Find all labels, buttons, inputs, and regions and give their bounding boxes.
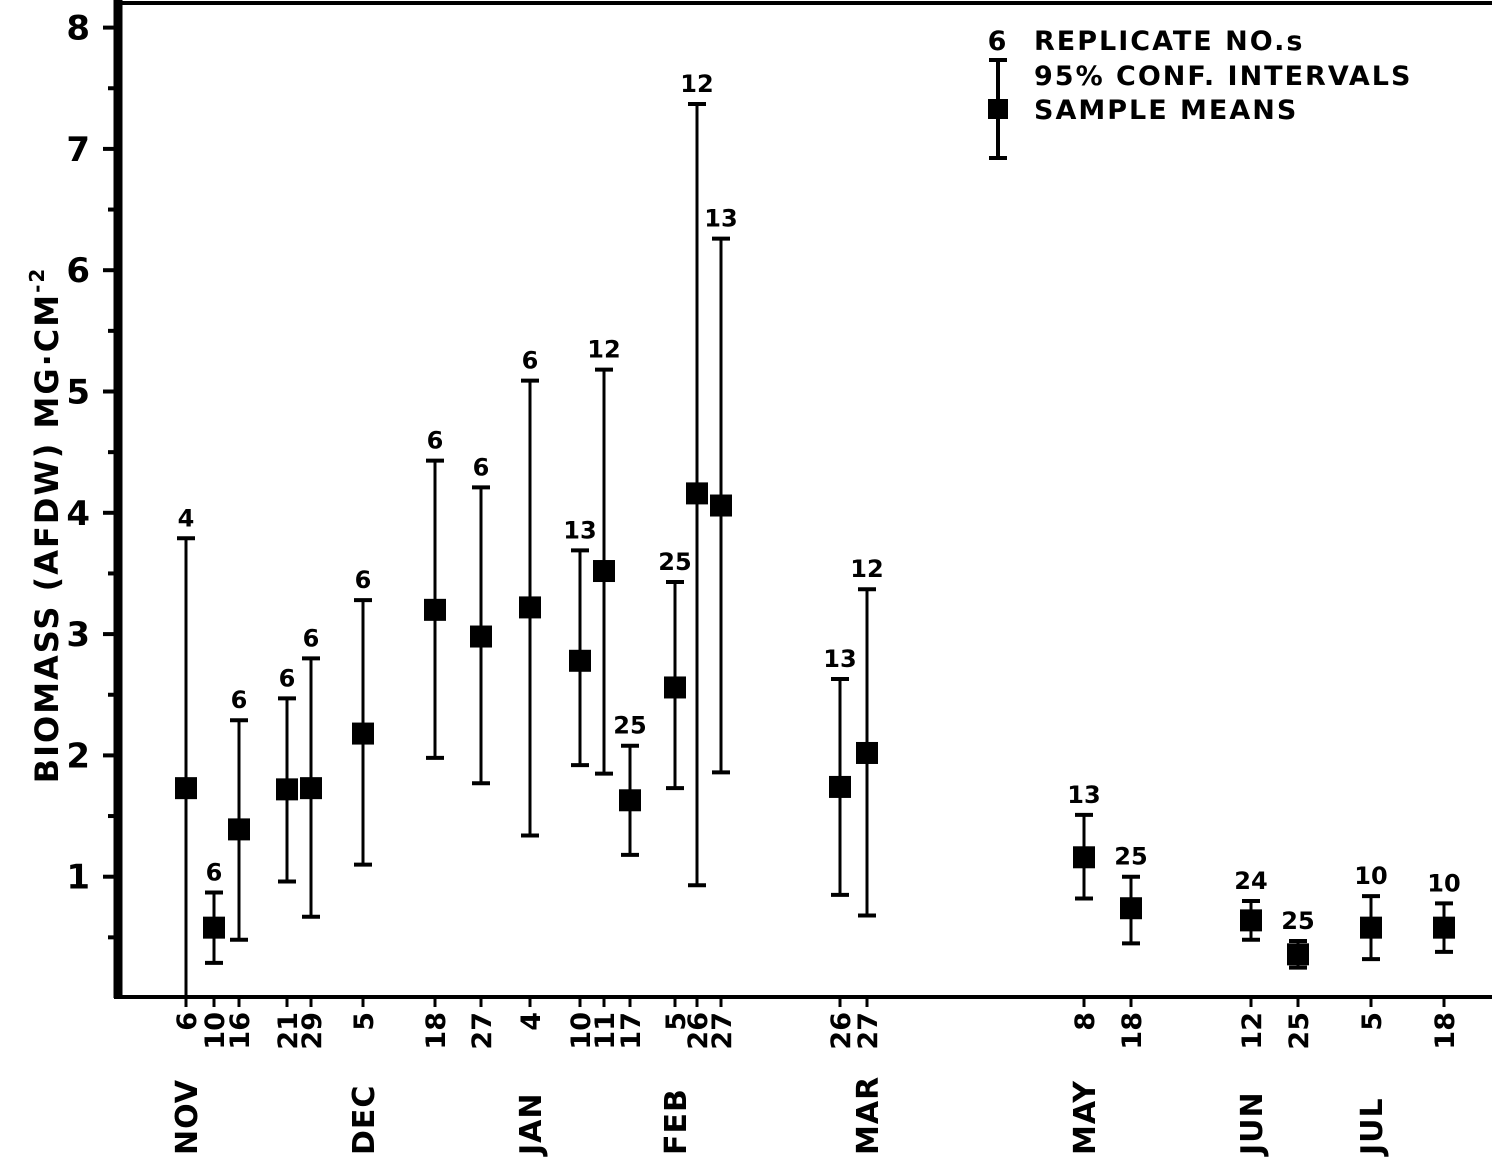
replicate-count: 25: [1114, 843, 1147, 871]
mean-marker: [1120, 897, 1142, 920]
replicate-count: 6: [427, 427, 444, 455]
month-label: FEB: [659, 1088, 694, 1155]
mean-marker: [664, 676, 686, 699]
y-axis-label-superscript: -2: [25, 267, 49, 293]
mean-marker: [569, 649, 591, 672]
y-tick-label: 6: [66, 251, 90, 291]
legend-mean-text: SAMPLE MEANS: [1034, 95, 1298, 126]
y-axis-label: BIOMASS (AFDW) MG·CM-2: [25, 267, 66, 784]
mean-marker: [519, 596, 541, 619]
mean-marker: [1433, 916, 1455, 939]
y-tick-label: 2: [66, 736, 90, 776]
replicate-count: 10: [1354, 862, 1387, 890]
x-tick-label: 27: [467, 1012, 498, 1050]
replicate-count: 6: [206, 858, 223, 886]
x-tick-label: 21: [273, 1012, 304, 1050]
y-tick-label: 8: [66, 9, 90, 49]
mean-marker: [175, 777, 197, 800]
month-label: JUN: [1235, 1091, 1270, 1157]
month-labels: NOV DEC JAN FEB MAR MAY JUN JUL: [170, 1076, 1390, 1157]
legend-count-text: REPLICATE NO.s: [1034, 26, 1304, 57]
mean-marker: [228, 818, 250, 841]
y-ticks: 1 2 3 4 5 6 7 8: [66, 9, 118, 940]
x-tick-label: 10: [200, 1012, 231, 1050]
replicate-count: 6: [473, 453, 490, 481]
replicate-count: 25: [658, 548, 691, 576]
replicate-count: 13: [823, 645, 856, 673]
mean-marker: [1287, 943, 1309, 966]
replicate-count: 12: [680, 70, 713, 98]
replicate-count: 6: [231, 686, 248, 714]
mean-marker: [470, 625, 492, 648]
y-tick-label: 5: [66, 373, 90, 413]
x-tick-label: 25: [1284, 1012, 1315, 1050]
mean-marker: [593, 560, 615, 583]
replicate-count: 6: [279, 664, 296, 692]
x-tick-label: 16: [225, 1012, 256, 1050]
x-tick-label: 18: [1117, 1012, 1148, 1050]
legend-ci-text: 95% CONF. INTERVALS: [1034, 61, 1412, 92]
x-tick-label: 29: [297, 1012, 328, 1050]
x-tick-label: 5: [1357, 1012, 1388, 1031]
replicate-count: 13: [1067, 781, 1100, 809]
x-tick-label: 8: [1070, 1012, 1101, 1031]
x-tick-label: 18: [421, 1012, 452, 1050]
x-tick-label: 27: [707, 1012, 738, 1050]
y-tick-label: 1: [66, 858, 90, 898]
legend: 6 REPLICATE NO.s 95% CONF. INTERVALS SAM…: [988, 26, 1412, 160]
mean-marker: [1240, 909, 1262, 932]
y-axis-label-text: BIOMASS (AFDW) MG·CM: [28, 293, 66, 783]
x-tick-label: 10: [566, 1012, 597, 1050]
month-label: JUL: [1355, 1097, 1390, 1157]
replicate-count: 6: [522, 347, 539, 375]
replicate-count: 6: [355, 566, 372, 594]
x-tick-label: 18: [1430, 1012, 1461, 1050]
y-tick-label: 3: [66, 615, 90, 655]
legend-count-example: 6: [988, 26, 1009, 57]
mean-marker: [276, 778, 298, 801]
mean-marker: [829, 775, 851, 798]
y-tick-label: 7: [66, 130, 90, 170]
month-label: MAR: [851, 1076, 886, 1155]
x-tick-label: 5: [349, 1012, 380, 1031]
x-tick-label: 11: [590, 1012, 621, 1050]
mean-marker: [856, 741, 878, 764]
replicate-count: 6: [303, 624, 320, 652]
replicate-count: 25: [613, 712, 646, 740]
month-label: MAY: [1068, 1080, 1103, 1155]
month-label: DEC: [347, 1085, 382, 1155]
mean-marker: [1360, 916, 1382, 939]
mean-marker: [424, 598, 446, 621]
x-tick-label: 27: [853, 1012, 884, 1050]
x-tick-label: 12: [1237, 1012, 1268, 1050]
replicate-count: 24: [1234, 867, 1267, 895]
replicate-count: 13: [563, 516, 596, 544]
month-label: JAN: [514, 1093, 549, 1158]
replicate-count: 13: [704, 205, 737, 233]
y-tick-label: 4: [66, 494, 90, 534]
replicate-count: 12: [850, 555, 883, 583]
mean-marker: [619, 789, 641, 812]
x-tick-label: 26: [826, 1012, 857, 1050]
x-tick-label: 6: [172, 1012, 203, 1031]
replicate-count: 4: [178, 504, 195, 532]
x-tick-label: 5: [661, 1012, 692, 1031]
mean-marker: [300, 777, 322, 800]
mean-marker: [203, 916, 225, 939]
replicate-count: 25: [1281, 907, 1314, 935]
replicate-count: 12: [587, 336, 620, 364]
mean-marker: [686, 482, 708, 505]
x-tick-label: 4: [516, 1012, 547, 1031]
replicate-count: 10: [1427, 869, 1460, 897]
mean-marker: [1073, 846, 1095, 869]
mean-marker: [710, 494, 732, 517]
x-tick-label: 17: [616, 1012, 647, 1050]
legend-mean-marker: [988, 99, 1008, 119]
month-label: NOV: [170, 1079, 205, 1155]
mean-marker: [352, 722, 374, 745]
x-tick-label: 26: [683, 1012, 714, 1050]
